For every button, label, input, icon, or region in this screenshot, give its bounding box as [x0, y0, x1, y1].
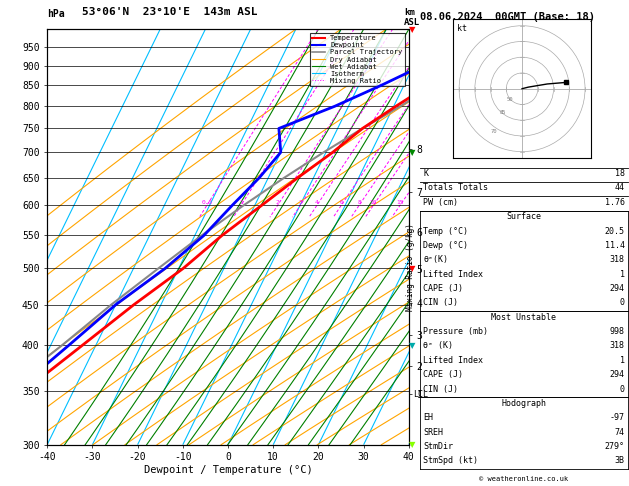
Text: 1: 1 — [620, 356, 625, 365]
Text: θᵉ(K): θᵉ(K) — [423, 255, 448, 264]
Text: 4: 4 — [315, 200, 319, 206]
Text: 279°: 279° — [604, 442, 625, 451]
Text: 85: 85 — [500, 110, 506, 115]
Text: EH: EH — [423, 413, 433, 422]
Text: -97: -97 — [610, 413, 625, 422]
Text: 1.76: 1.76 — [604, 198, 625, 207]
Text: PW (cm): PW (cm) — [423, 198, 459, 207]
Text: 70: 70 — [491, 129, 497, 134]
Text: 20.5: 20.5 — [604, 226, 625, 236]
Text: 10: 10 — [369, 200, 377, 206]
Text: 15: 15 — [396, 200, 404, 206]
Text: 50: 50 — [506, 97, 513, 102]
Text: CAPE (J): CAPE (J) — [423, 370, 464, 379]
Text: ▼: ▼ — [409, 25, 415, 35]
Text: 53°06'N  23°10'E  143m ASL: 53°06'N 23°10'E 143m ASL — [82, 7, 257, 17]
Text: 318: 318 — [610, 342, 625, 350]
Text: 998: 998 — [610, 327, 625, 336]
Text: 0: 0 — [620, 384, 625, 394]
Text: ▼: ▼ — [409, 341, 415, 350]
Text: Mixing Ratio (g/kg): Mixing Ratio (g/kg) — [406, 224, 415, 311]
Text: 3: 3 — [298, 200, 302, 206]
Text: hPa: hPa — [47, 9, 65, 19]
Text: 318: 318 — [610, 255, 625, 264]
Text: CIN (J): CIN (J) — [423, 384, 459, 394]
Text: Temp (°C): Temp (°C) — [423, 226, 469, 236]
Text: StmSpd (kt): StmSpd (kt) — [423, 456, 478, 465]
Text: Pressure (mb): Pressure (mb) — [423, 327, 488, 336]
Text: 74: 74 — [615, 428, 625, 436]
Text: Lifted Index: Lifted Index — [423, 356, 483, 365]
Text: θᵉ (K): θᵉ (K) — [423, 342, 454, 350]
Text: 3B: 3B — [615, 456, 625, 465]
Text: 44: 44 — [615, 184, 625, 192]
Text: CIN (J): CIN (J) — [423, 298, 459, 307]
Text: 8: 8 — [357, 200, 361, 206]
Text: 18: 18 — [615, 169, 625, 178]
Text: Surface: Surface — [506, 212, 542, 221]
Text: CAPE (J): CAPE (J) — [423, 284, 464, 293]
Text: © weatheronline.co.uk: © weatheronline.co.uk — [479, 476, 569, 482]
Text: ▼: ▼ — [409, 440, 415, 449]
Text: SREH: SREH — [423, 428, 443, 436]
Text: km: km — [404, 8, 415, 17]
Text: 6: 6 — [339, 200, 343, 206]
Text: ASL: ASL — [404, 17, 420, 27]
Text: Lifted Index: Lifted Index — [423, 270, 483, 278]
Text: ▼: ▼ — [409, 148, 415, 157]
Text: Totals Totals: Totals Totals — [423, 184, 488, 192]
Text: K: K — [423, 169, 428, 178]
Text: 2: 2 — [276, 200, 279, 206]
Text: LCL: LCL — [413, 390, 428, 399]
Text: Hodograph: Hodograph — [501, 399, 547, 408]
X-axis label: Dewpoint / Temperature (°C): Dewpoint / Temperature (°C) — [143, 465, 313, 475]
Text: StmDir: StmDir — [423, 442, 454, 451]
Text: kt: kt — [457, 24, 467, 33]
Text: 294: 294 — [610, 284, 625, 293]
Text: 0: 0 — [620, 298, 625, 307]
Legend: Temperature, Dewpoint, Parcel Trajectory, Dry Adiabat, Wet Adiabat, Isotherm, Mi: Temperature, Dewpoint, Parcel Trajectory… — [309, 33, 405, 87]
Text: ▼: ▼ — [409, 264, 415, 273]
Text: 1: 1 — [239, 200, 243, 206]
Text: 08.06.2024  00GMT (Base: 18): 08.06.2024 00GMT (Base: 18) — [420, 12, 595, 22]
Text: 1: 1 — [620, 270, 625, 278]
Text: 0.5: 0.5 — [201, 200, 213, 206]
Text: Dewp (°C): Dewp (°C) — [423, 241, 469, 250]
Text: 294: 294 — [610, 370, 625, 379]
Text: 11.4: 11.4 — [604, 241, 625, 250]
Text: Most Unstable: Most Unstable — [491, 312, 557, 322]
